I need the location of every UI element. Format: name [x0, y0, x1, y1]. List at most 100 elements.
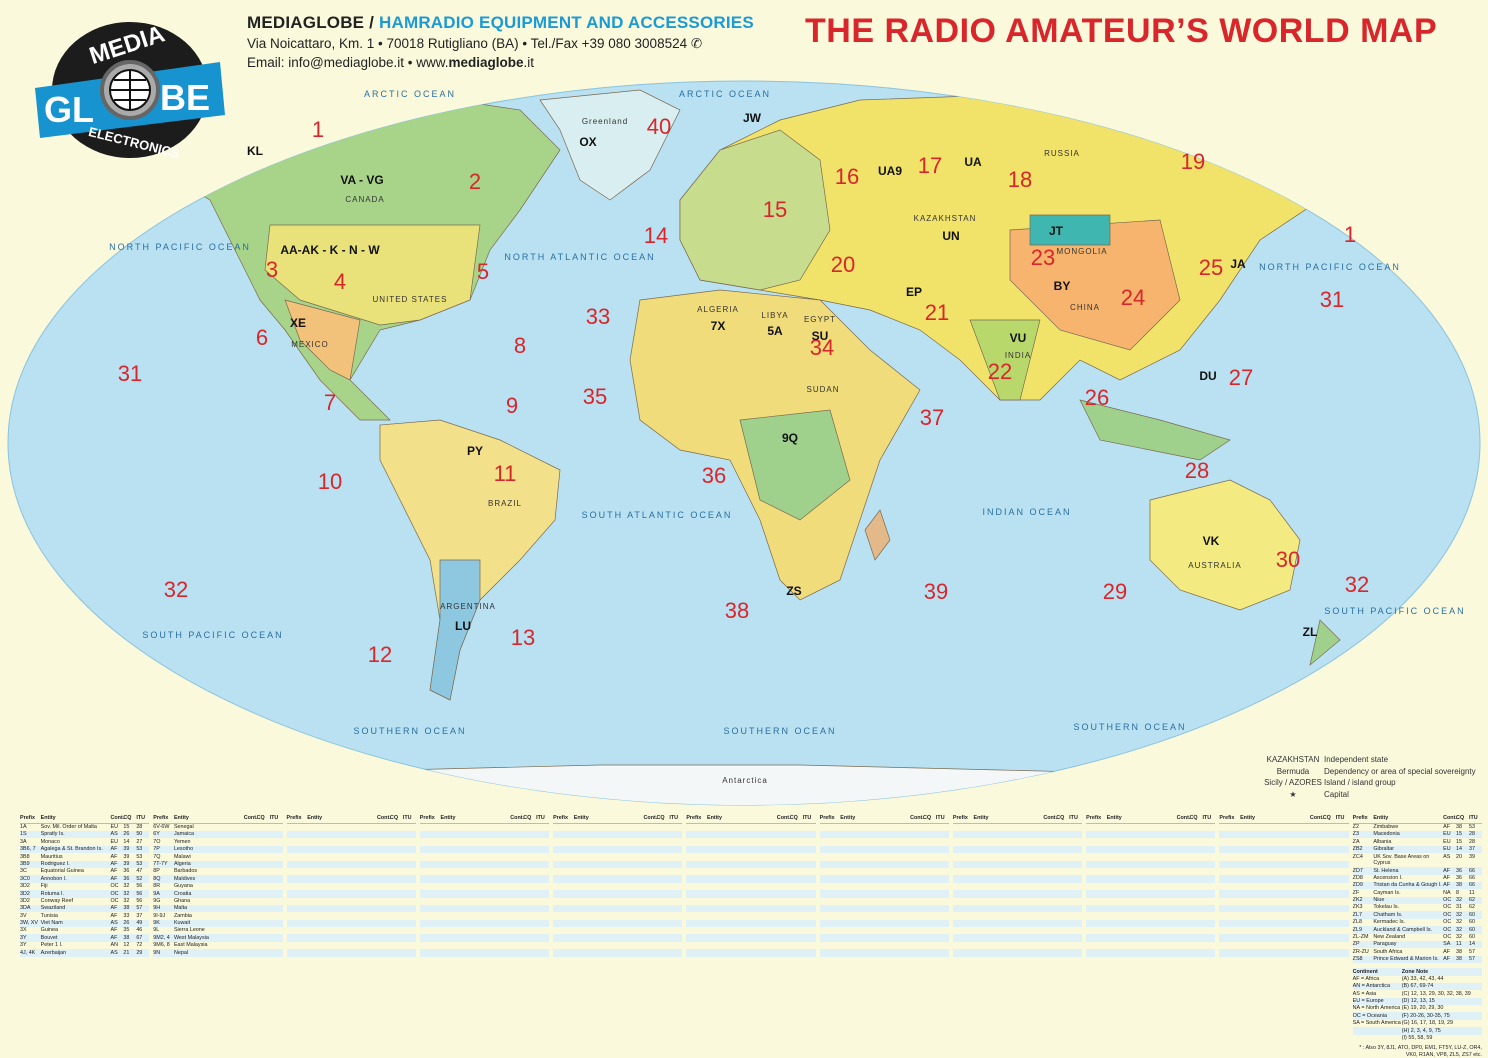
mexico: [284, 299, 361, 381]
table-row: [553, 919, 683, 928]
region-label: EGYPT: [804, 315, 836, 324]
table-cell: Sov. Mil. Order of Malta: [40, 823, 97, 830]
cq-zone-number: 13: [511, 625, 535, 650]
table-row: 9N Nepal: [153, 949, 283, 957]
table-row: 3A Monaco EU 14 27: [20, 838, 149, 845]
table-cell: AF: [110, 868, 118, 875]
table-cell: 46: [136, 927, 143, 934]
table-cell: Zambia: [173, 912, 192, 919]
table-cell: 9K: [153, 920, 160, 927]
website-suffix: .it: [523, 55, 535, 70]
email[interactable]: Email: info@mediaglobe.it • www.: [247, 55, 449, 70]
table-cell: 36: [1456, 874, 1463, 881]
column-header: ITU: [402, 815, 412, 821]
table-row: [1219, 838, 1348, 845]
note-row: SA = South America (G) 16, 17, 18, 19, 29: [1353, 1020, 1482, 1027]
region-label: KAZAKHSTAN: [914, 214, 977, 223]
table-row: 9I-9J Zambia: [153, 912, 282, 919]
table-cell: 9H: [153, 905, 161, 912]
table-row: [952, 904, 1083, 913]
table-row: ZD9 Tristan da Cunha & Gough I. AF 38 66: [1352, 881, 1482, 890]
table-row: [686, 942, 815, 949]
column-header: Prefix: [20, 815, 35, 821]
legend-key: Sicily / AZORES: [1264, 778, 1322, 787]
table-row: [1086, 942, 1215, 949]
table-cell: AF: [1443, 874, 1451, 881]
ocean-label: SOUTHERN OCEAN: [353, 726, 466, 736]
table-row: [953, 853, 1082, 860]
table-cell: 32: [1456, 919, 1463, 926]
table-cell: 3D2: [20, 883, 30, 890]
continent-code: NA = North America: [1352, 1005, 1401, 1012]
table-cell: 3C0: [20, 875, 30, 882]
table-cell: AF: [110, 927, 118, 934]
legend-desc: Independent state: [1324, 755, 1389, 764]
cq-zone-number: 5: [477, 259, 489, 284]
table-cell: ZK3: [1352, 904, 1363, 911]
table-row: [819, 934, 949, 942]
website[interactable]: mediaglobe: [448, 55, 524, 70]
table-cell: ZL-ZM: [1352, 934, 1369, 941]
table-cell: Chatham Is.: [1373, 911, 1403, 918]
table-cell: 56: [136, 897, 143, 904]
table-row: [287, 898, 416, 905]
table-row: [820, 883, 949, 890]
table-row: Z3 Macedonia EU 15 28: [1352, 830, 1482, 839]
column-header: ITU: [1069, 815, 1078, 821]
column-header: CQ: [1322, 815, 1331, 821]
notes-header: Zone Note: [1401, 968, 1429, 975]
cq-zone-number: 7: [324, 390, 336, 415]
table-row: ZF Cayman Is. NA 8 11: [1353, 889, 1482, 896]
column-header: Cont.: [643, 815, 658, 821]
note-row: AN = Antarctica (B) 67, 69-74: [1352, 982, 1482, 991]
table-row: [419, 830, 550, 839]
table-row: [686, 838, 815, 845]
table-cell: ZB2: [1352, 846, 1363, 853]
table-row: 7Q Malawi: [153, 853, 282, 860]
zone-note: (B) 67, 69-74: [1401, 983, 1434, 990]
column-header: ITU: [1468, 815, 1478, 821]
table-row: [553, 898, 682, 905]
note-row: NA = North America (E) 19, 20, 29, 30: [1353, 1005, 1482, 1012]
legend-key: KAZAKHSTAN: [1266, 755, 1320, 764]
mediaglobe-logo: MEDIA GL BE ELECTRONICS: [35, 20, 225, 160]
cq-zone-number: 22: [988, 359, 1012, 384]
column-header: Entity: [573, 815, 589, 821]
table-row: [952, 875, 1083, 883]
table-row: [286, 934, 416, 942]
table-cell: AS: [110, 949, 118, 956]
table-row: [819, 904, 949, 913]
table-column: Prefix Entity Cont. CQ ITU: [286, 814, 416, 1050]
table-row: 3C0 Annobon I. AF 36 52: [20, 875, 150, 883]
cq-zone-number: 20: [831, 252, 855, 277]
column-header: Entity: [40, 815, 56, 821]
table-row: Z2 Zimbabwe AF 38 53: [1353, 824, 1482, 831]
table-row: [419, 845, 550, 854]
cq-zone-number: 17: [918, 153, 942, 178]
table-row: [553, 890, 683, 898]
table-cell: 15: [1456, 838, 1463, 845]
table-cell: 60: [1468, 911, 1475, 918]
table-row: 9M2, 4 West Malaysia: [153, 934, 283, 942]
column-header: Cont.: [776, 815, 791, 821]
table-cell: 8P: [153, 868, 160, 875]
table-row: [286, 919, 416, 928]
central-africa: [739, 409, 851, 521]
table-cell: 37: [136, 912, 143, 919]
zone-note: (E) 19, 20, 29, 30: [1401, 1005, 1444, 1012]
table-row: [287, 838, 416, 845]
table-cell: 7P: [153, 846, 160, 853]
table-row: ZD7 St. Helena AF 36 66: [1352, 867, 1482, 875]
table-row: [419, 919, 550, 928]
column-header: ITU: [669, 815, 679, 821]
table-row: [286, 890, 416, 898]
table-row: 9A Croatia: [153, 890, 283, 898]
table-row: [553, 904, 683, 913]
table-column: Prefix Entity Cont. CQ ITU: [1086, 814, 1216, 1050]
table-column: Prefix Entity Cont. CQ ITU: [553, 814, 683, 1050]
cq-zone-number: 38: [725, 598, 749, 623]
continent-code: AN = Antarctica: [1352, 983, 1390, 990]
table-row: [686, 919, 816, 928]
table-row: [1086, 875, 1216, 883]
prefix-label: VK: [1203, 534, 1220, 548]
